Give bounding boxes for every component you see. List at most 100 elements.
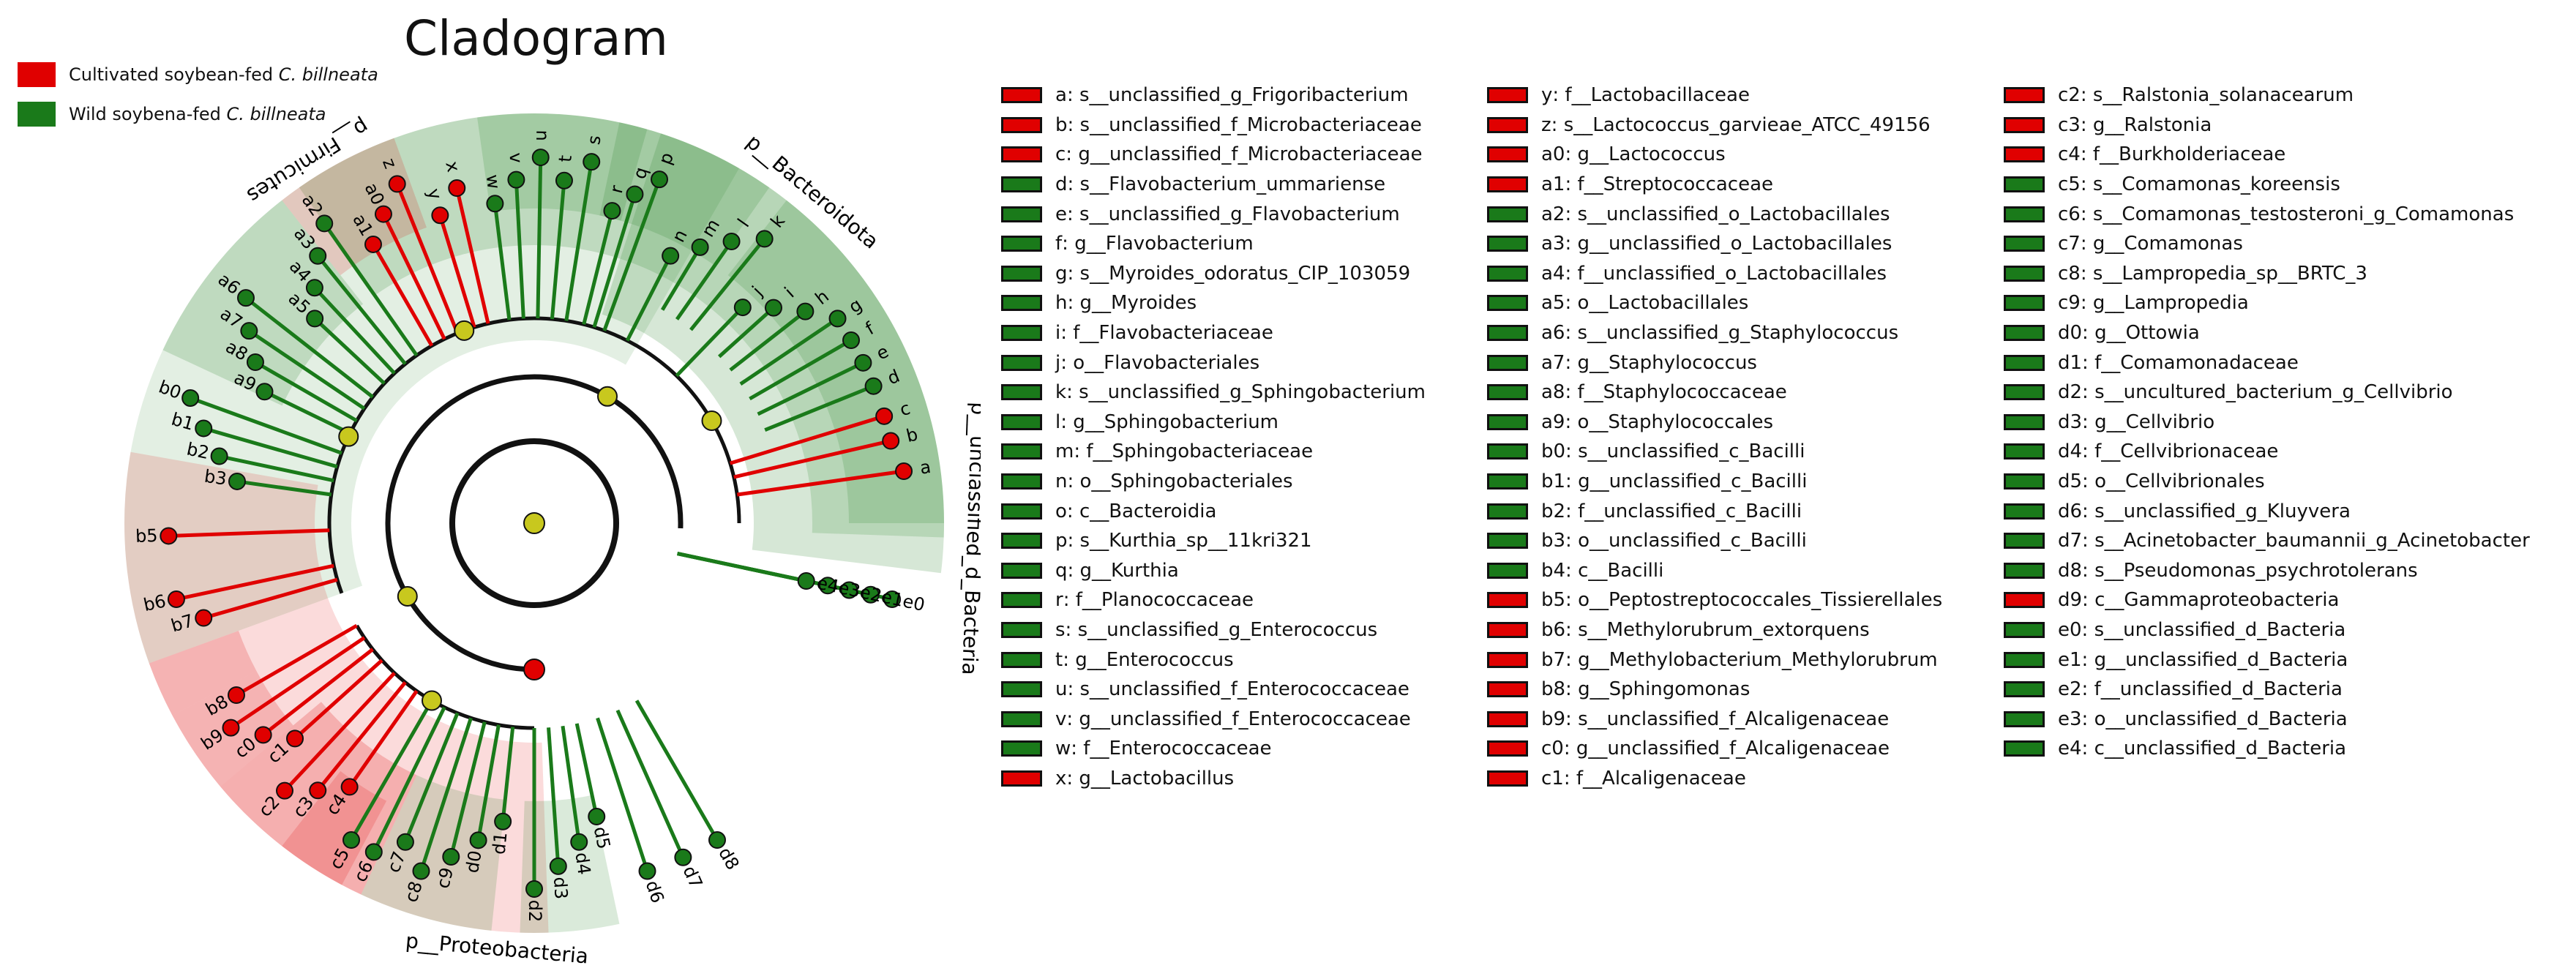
taxon-code: b6 — [1541, 618, 1566, 641]
clade-highlight-a1 — [282, 138, 427, 276]
taxon-color-box — [2004, 533, 2045, 549]
node-a3 — [309, 247, 327, 265]
taxon-key-item: d8: s__Pseudomonas_psychrotolerans — [2004, 556, 2530, 586]
taxon-name: s__unclassified_g_Sphingobacterium — [1079, 381, 1426, 404]
taxon-code: c9 — [2058, 292, 2081, 315]
node-label-b2: b2 — [185, 438, 211, 463]
taxon-name: g__Staphylococcus — [1577, 351, 1757, 374]
clade-highlight-j — [693, 187, 944, 538]
node-label-x: x — [441, 160, 463, 174]
group-legend-item: Wild soybena-fed C. billneata — [18, 101, 378, 127]
taxon-color-box — [1487, 562, 1528, 579]
taxon-name: c__Bacilli — [1578, 559, 1664, 582]
taxon-color-box — [1001, 116, 1042, 133]
taxon-name: s__unclassified_g_Kluyvera — [2094, 500, 2351, 522]
taxon-color-box — [1001, 295, 1042, 312]
taxon-key-item: a6: s__unclassified_g_Staphylococcus — [1487, 318, 1942, 348]
node-d2 — [525, 880, 543, 898]
branch-u — [536, 157, 543, 319]
node-f — [842, 331, 861, 349]
taxon-code: e2 — [2058, 678, 2082, 701]
node-proteobacteria — [523, 659, 545, 680]
taxon-color-box — [1001, 236, 1042, 252]
taxon-name: g__Enterococcus — [1075, 648, 1234, 671]
branch-b3 — [236, 479, 332, 497]
taxon-key-item: y: f__Lactobacillaceae — [1487, 80, 1942, 110]
node-a — [895, 462, 913, 481]
taxon-color-box — [2004, 710, 2045, 727]
branch-d7 — [615, 709, 685, 858]
node-x — [448, 179, 466, 198]
node-b8 — [227, 686, 245, 704]
taxon-color-box — [2004, 503, 2045, 519]
taxon-key-item: c7: g__Comamonas — [2004, 229, 2530, 259]
branch-r — [582, 210, 614, 325]
node-a0 — [374, 205, 392, 223]
taxon-key-item: c4: f__Burkholderiaceae — [2004, 140, 2530, 170]
group-legend-item: Cultivated soybean-fed C. billneata — [18, 61, 378, 88]
taxon-code: a0 — [1541, 143, 1565, 166]
branch-c8 — [419, 717, 473, 872]
taxon-code: e0 — [2058, 618, 2082, 641]
branch-a3 — [316, 255, 407, 365]
taxon-code: c1 — [1541, 767, 1564, 789]
clade-highlight-o — [602, 133, 944, 574]
branch-i — [717, 306, 775, 359]
branch-a5 — [313, 317, 386, 385]
taxon-name: s__Ralstonia_solanacearum — [2092, 84, 2354, 107]
node-a1 — [364, 235, 382, 253]
taxon-code: j — [1055, 351, 1061, 374]
taxon-code: g — [1055, 262, 1068, 285]
taxon-key-item: a4: f__unclassified_o_Lactobacillales — [1487, 259, 1942, 289]
taxon-name: o__Cellvibrionales — [2094, 470, 2265, 493]
node-k — [755, 230, 774, 248]
taxon-name: o__Peptostreptococcales_Tissierellales — [1578, 589, 1943, 612]
branch-b — [733, 439, 891, 479]
node-b — [882, 432, 900, 450]
taxon-key-item: a0: g__Lactococcus — [1487, 140, 1942, 170]
taxon-name: o__Sphingobacteriales — [1079, 470, 1293, 493]
taxon-color-box — [2004, 473, 2045, 490]
taxon-key-item: m: f__Sphingobacteriaceae — [1001, 437, 1426, 467]
taxon-key-item: j: o__Flavobacteriales — [1001, 348, 1426, 378]
node-b6 — [167, 590, 185, 608]
phylum-label-unclassified_bacteria: p__unclassified_d_Bacteria — [957, 402, 981, 675]
taxon-name: s__unclassified_o_Lactobacillales — [1577, 203, 1890, 225]
taxon-color-box — [1487, 740, 1528, 757]
node-a2 — [315, 214, 334, 233]
taxon-name: g__unclassified_f_Microbacteriaceae — [1078, 143, 1423, 166]
node-e — [854, 353, 872, 372]
taxon-code: f — [1055, 233, 1063, 255]
taxon-color-box — [1001, 176, 1042, 193]
taxon-code: m — [1055, 440, 1074, 463]
clade-highlight-c4 — [282, 770, 387, 885]
branch-d5 — [574, 723, 599, 817]
internal-node — [701, 410, 722, 431]
node-d — [864, 377, 883, 395]
taxon-name: s__Acinetobacter_baumannii_g_Acinetobact… — [2094, 530, 2530, 552]
taxon-name: f__Comamonadaceae — [2094, 351, 2299, 374]
branch-d3 — [547, 727, 561, 867]
branch-a4 — [313, 286, 396, 375]
taxon-code: e4 — [2058, 738, 2082, 760]
taxon-color-box — [2004, 384, 2045, 401]
node-d4 — [570, 833, 588, 851]
taxon-color-box — [1001, 533, 1042, 549]
taxon-color-box — [1487, 146, 1528, 163]
branch-b2 — [219, 454, 334, 483]
taxon-key-item: e: s__unclassified_g_Flavobacterium — [1001, 199, 1426, 229]
taxon-key-item: u: s__unclassified_f_Enterococcaceae — [1001, 675, 1426, 705]
node-c9 — [442, 848, 460, 866]
taxon-key-item: e4: c__unclassified_d_Bacteria — [2004, 734, 2530, 764]
branch-b9 — [230, 636, 366, 729]
taxon-key-item: d5: o__Cellvibrionales — [2004, 467, 2530, 497]
taxon-name: c__Gammaproteobacteria — [2094, 589, 2340, 612]
taxon-code: e1 — [2058, 648, 2082, 671]
taxon-code: p — [1055, 530, 1068, 552]
taxon-code: c2 — [2058, 84, 2081, 107]
taxon-name: g__Flavobacterium — [1074, 233, 1254, 255]
branch-h — [729, 310, 806, 372]
taxon-name: o__Flavobacteriales — [1073, 351, 1260, 374]
taxon-code: v — [1055, 708, 1067, 730]
taxon-code: d — [1055, 173, 1068, 196]
